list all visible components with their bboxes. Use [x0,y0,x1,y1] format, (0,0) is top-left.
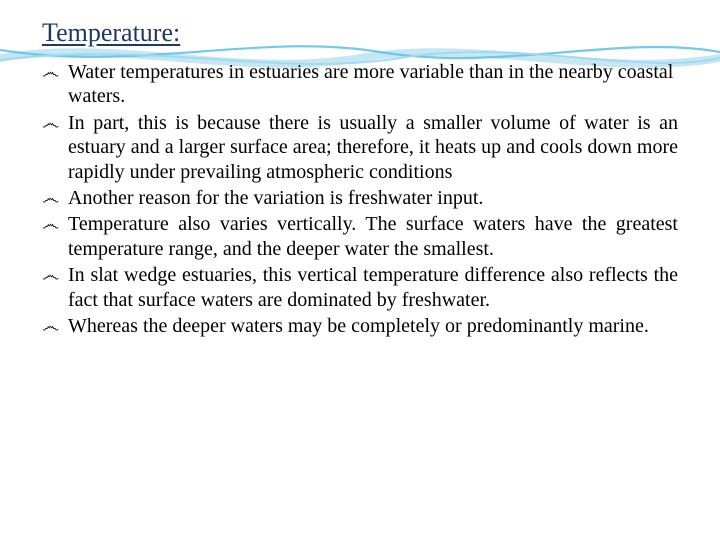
bullet-text: Water temperatures in estuaries are more… [68,61,673,107]
bullet-text: In part, this is because there is usuall… [68,112,678,183]
bullet-text: Another reason for the variation is fres… [68,187,483,209]
bullet-icon: ෴ [42,214,59,236]
bullet-text: In slat wedge estuaries, this vertical t… [68,264,678,310]
bullet-text: Whereas the deeper waters may be complet… [68,315,649,337]
bullet-list: ෴ Water temperatures in estuaries are mor… [42,60,678,338]
bullet-icon: ෴ [42,62,59,84]
bullet-icon: ෴ [42,188,59,210]
list-item: ෴ Water temperatures in estuaries are mor… [42,60,678,109]
list-item: ෴ Whereas the deeper waters may be comple… [42,314,678,338]
bullet-icon: ෴ [42,113,59,135]
slide-title: Temperature: [42,18,678,48]
list-item: ෴ In part, this is because there is usual… [42,111,678,184]
bullet-icon: ෴ [42,316,59,338]
bullet-icon: ෴ [42,265,59,287]
slide-content: Temperature: ෴ Water temperatures in estu… [0,0,720,360]
bullet-text: Temperature also varies vertically. The … [68,213,678,259]
list-item: ෴ In slat wedge estuaries, this vertical … [42,263,678,312]
list-item: ෴ Another reason for the variation is fre… [42,186,678,210]
list-item: ෴ Temperature also varies vertically. The… [42,212,678,261]
